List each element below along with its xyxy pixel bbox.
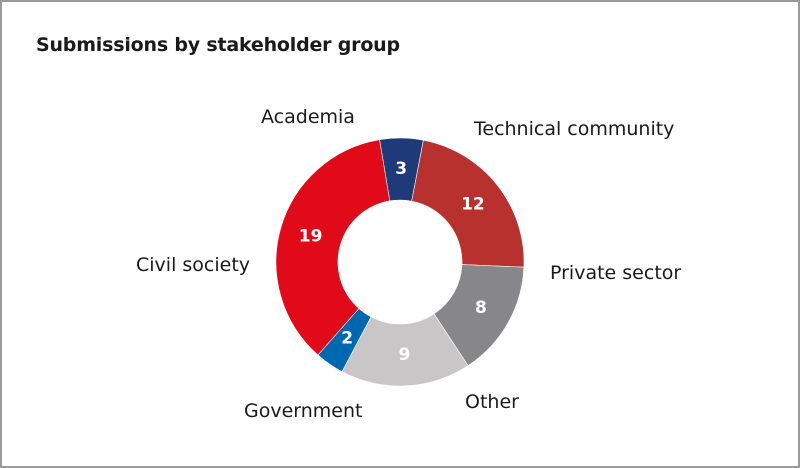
label-government: Government (244, 400, 363, 422)
value-label: 9 (398, 345, 410, 365)
slice-technical-community (411, 139, 525, 268)
label-other: Other (465, 391, 519, 413)
label-civil-society: Civil society (136, 254, 251, 276)
chart-title: Submissions by stakeholder group (36, 34, 400, 56)
value-label: 8 (475, 298, 487, 318)
value-label: 19 (299, 226, 323, 246)
value-label: 12 (461, 194, 485, 214)
slice-civil-society (275, 139, 391, 356)
label-private-sector: Private sector (550, 262, 682, 284)
value-label: 2 (341, 329, 353, 349)
label-technical-community: Technical community (474, 118, 675, 140)
value-label: 3 (395, 159, 407, 179)
label-academia: Academia (261, 106, 355, 128)
